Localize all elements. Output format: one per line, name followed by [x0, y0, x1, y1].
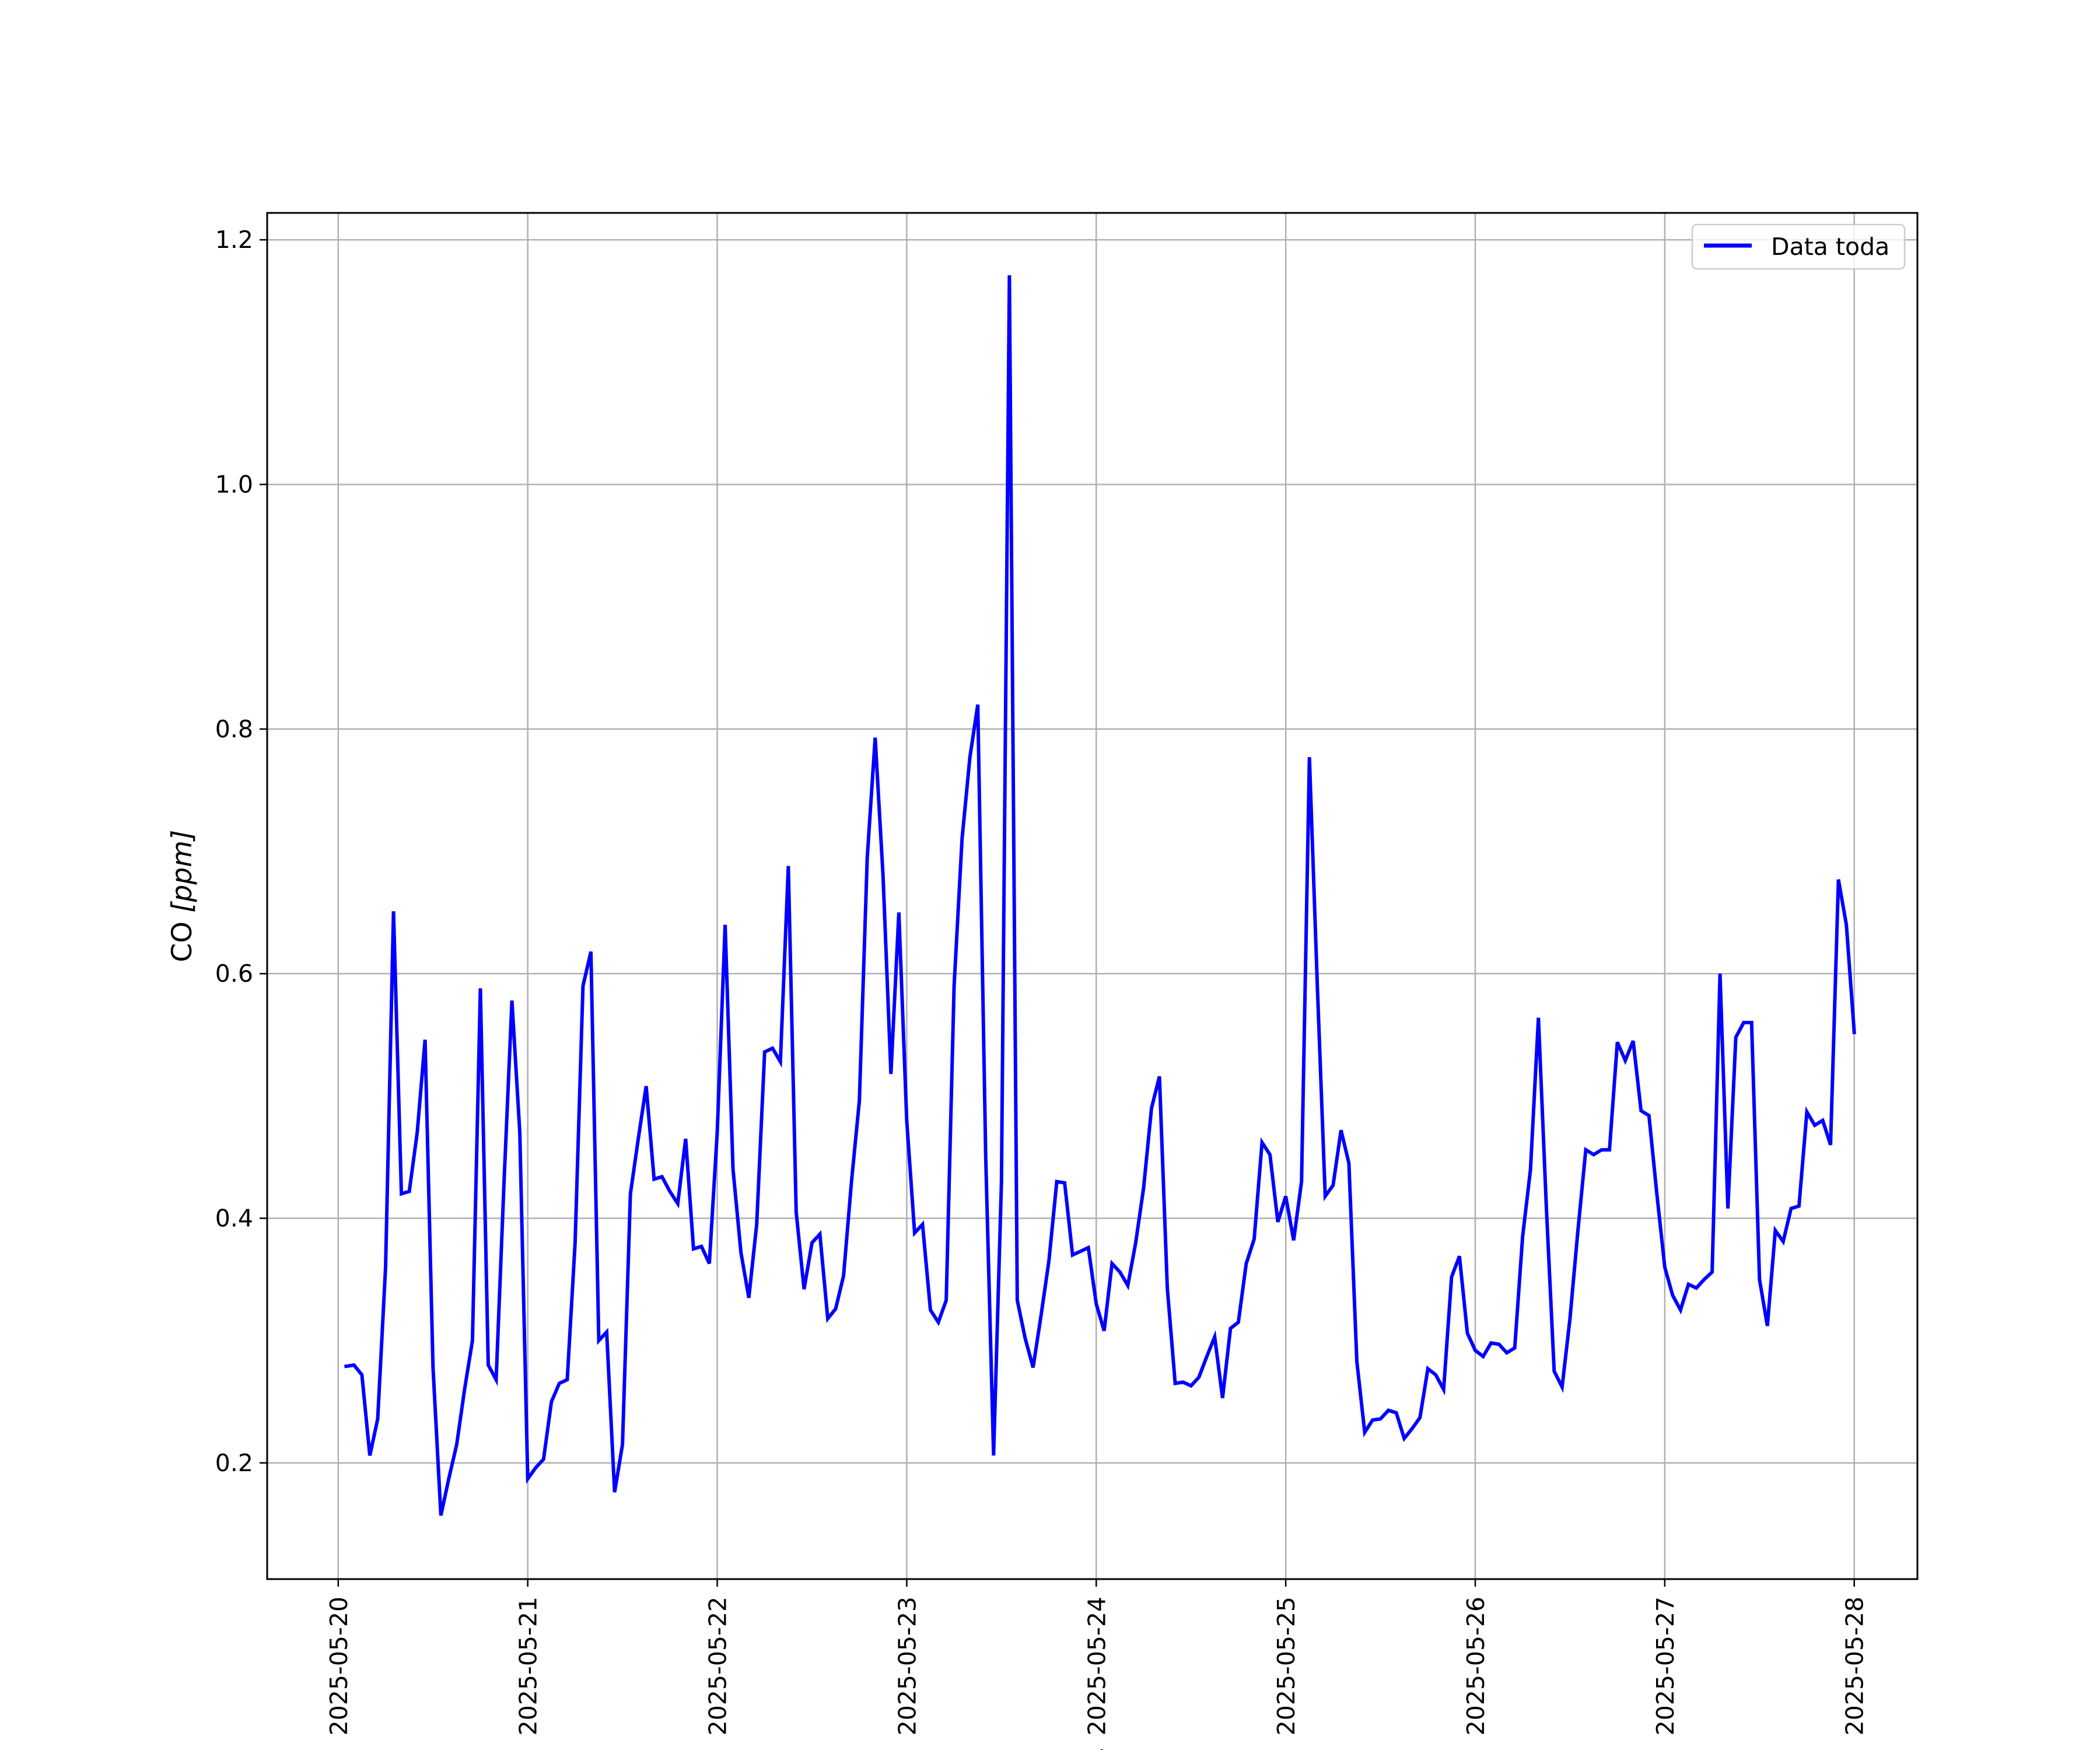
x-tick-label: 2025-05-27 — [1651, 1597, 1679, 1735]
legend: Data toda — [1691, 223, 1906, 270]
gridlines — [267, 213, 1917, 1579]
y-axis-label: CO [ppm] — [166, 830, 198, 963]
x-tick-label: 2025-05-23 — [893, 1597, 921, 1735]
y-axis-ticks: 0.2 0.4 0.6 0.8 1.0 1.2 — [215, 226, 267, 1477]
series-layer — [344, 275, 1856, 1516]
x-axis-ticks: 2025-05-20 2025-05-21 2025-05-22 2025-05-23… — [325, 1579, 1869, 1735]
y-tick-label: 1.2 — [215, 226, 253, 254]
x-tick-label: 2025-05-28 — [1841, 1597, 1869, 1735]
x-tick-label: 2025-05-21 — [514, 1597, 542, 1735]
x-axis-label: Fecha — [1052, 1745, 1132, 1750]
x-tick-label: 2025-05-20 — [325, 1597, 353, 1735]
y-tick-label: 1.0 — [215, 470, 253, 498]
plot-frame — [266, 212, 1919, 1580]
x-tick-label: 2025-05-26 — [1462, 1597, 1490, 1735]
legend-label: Data toda — [1771, 233, 1889, 261]
x-tick-label: 2025-05-22 — [704, 1597, 732, 1735]
y-tick-label: 0.2 — [215, 1449, 253, 1477]
x-tick-label: 2025-05-25 — [1272, 1597, 1300, 1735]
y-axis-label-prefix: CO — [166, 913, 198, 963]
x-tick-label: 2025-05-24 — [1083, 1597, 1111, 1735]
legend-box — [1691, 223, 1906, 270]
y-tick-label: 0.4 — [215, 1204, 253, 1232]
y-axis-label-unit: [ppm] — [166, 830, 198, 913]
y-tick-label: 0.6 — [215, 960, 253, 988]
series-line — [344, 275, 1856, 1516]
y-tick-label: 0.8 — [215, 715, 253, 743]
